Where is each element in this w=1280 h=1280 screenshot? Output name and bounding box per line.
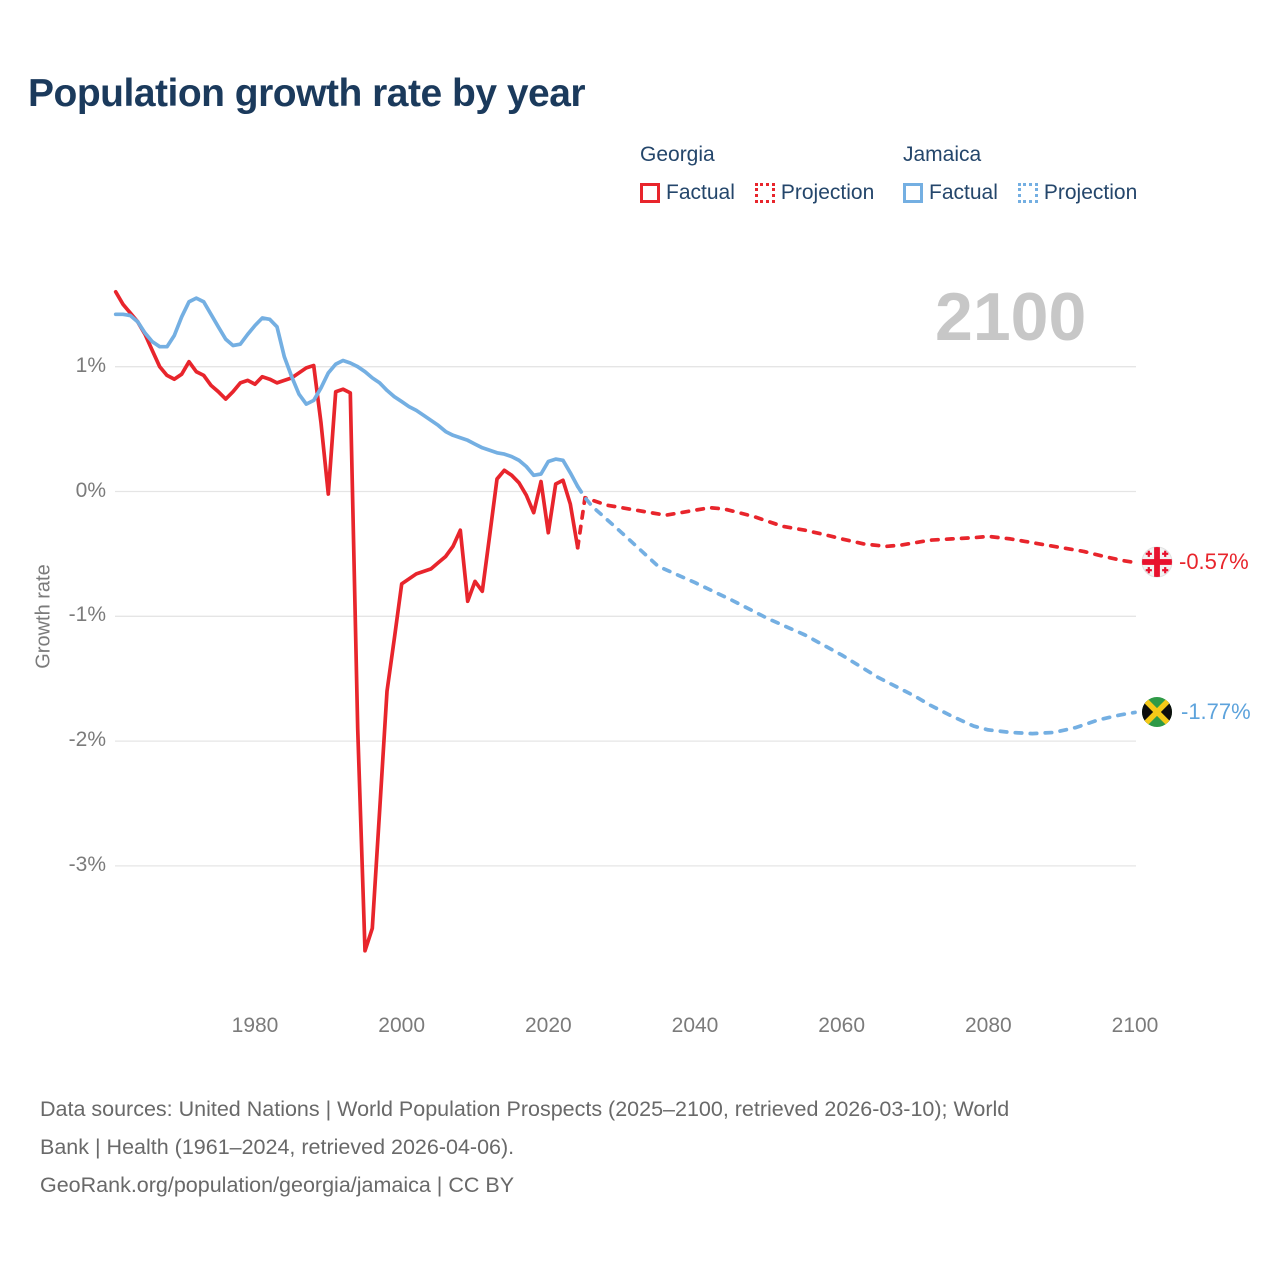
x-tick-label: 2100 [1111, 1014, 1159, 1037]
jamaica-factual-swatch-icon [903, 183, 923, 203]
x-tick-label: 2020 [524, 1014, 572, 1037]
gridlines [115, 366, 1136, 867]
y-axis-title: Growth rate [32, 564, 55, 669]
x-tick-label: 2060 [818, 1014, 866, 1037]
source-line-1: Data sources: United Nations | World Pop… [40, 1097, 1010, 1121]
x-tick-label: 2080 [964, 1014, 1012, 1037]
legend-label: Projection [780, 181, 875, 204]
legend-label: Factual [666, 181, 735, 204]
data-sources-footer: Data sources: United Nations | World Pop… [40, 1090, 1009, 1204]
jamaica-flag-icon [1142, 697, 1172, 727]
jamaica-projection-swatch-icon [1017, 183, 1038, 203]
legend-item-jamaica-factual[interactable]: Factual [903, 181, 1012, 205]
georgia-flag-icon [1141, 546, 1173, 578]
legend-country-jamaica: Jamaica [903, 143, 982, 166]
legend-group-georgia: Georgia Factual Projection [640, 143, 888, 205]
x-tick-label: 2040 [671, 1014, 719, 1037]
y-tick-label: 1% [75, 353, 106, 377]
legend-group-jamaica: Jamaica Factual Projection [903, 143, 1151, 205]
legend-country-georgia: Georgia [640, 143, 715, 166]
georgia-projection-swatch-icon [754, 183, 775, 203]
jamaica-end-value-label: -1.77% [1181, 699, 1251, 724]
series-jamaica-projection [575, 484, 1137, 736]
legend-item-jamaica-projection[interactable]: Projection [1017, 181, 1151, 205]
chart-series [113, 289, 1137, 953]
year-watermark: 2100 [935, 279, 1087, 355]
legend-item-georgia-factual[interactable]: Factual [640, 181, 749, 205]
y-tick-label: 0% [75, 478, 106, 502]
page-title: Population growth rate by year [28, 72, 586, 115]
y-tick-label: -1% [68, 603, 106, 627]
legend-label: Projection [1043, 181, 1138, 204]
y-tick-label: -3% [68, 852, 106, 876]
x-tick-label: 1980 [231, 1014, 279, 1037]
legend-item-georgia-projection[interactable]: Projection [754, 181, 888, 205]
source-line-2: Bank | Health (1961–2024, retrieved 2026… [40, 1135, 515, 1159]
georgia-end-value-label: -0.57% [1179, 549, 1249, 574]
series-jamaica-factual [113, 296, 580, 489]
x-tick-label: 2000 [378, 1014, 426, 1037]
series-georgia-projection [575, 495, 1137, 565]
source-link-line[interactable]: GeoRank.org/population/georgia/jamaica |… [40, 1173, 515, 1197]
series-georgia-factual [113, 289, 580, 953]
georgia-factual-swatch-icon [640, 183, 660, 203]
legend-label: Factual [929, 181, 998, 204]
y-tick-label: -2% [68, 728, 106, 752]
